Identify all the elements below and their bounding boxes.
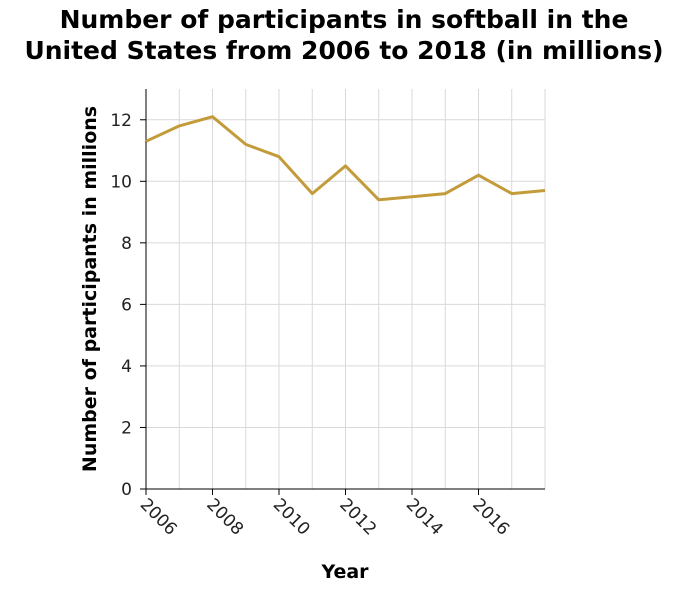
- y-axis-ticks: 0 2 4 6 8 10 12: [110, 111, 146, 500]
- y-axis-title: Number of participants in millions: [79, 106, 101, 472]
- y-tick-label: 2: [121, 418, 132, 438]
- x-axis-title: Year: [320, 561, 369, 583]
- x-tick-label: 2008: [202, 495, 247, 540]
- y-tick-label: 6: [121, 295, 132, 315]
- y-tick-label: 12: [110, 111, 132, 131]
- series-line: [145, 115, 546, 202]
- y-tick-label: 4: [121, 357, 132, 377]
- y-tick-label: 8: [121, 234, 132, 254]
- x-tick-label: 2010: [269, 495, 314, 540]
- chart-title: Number of participants in softball in th…: [0, 4, 688, 66]
- x-tick-label: 2014: [402, 495, 447, 540]
- series-group: [145, 115, 546, 202]
- x-tick-label: 2006: [136, 495, 181, 540]
- chart-title-line-1: Number of participants in softball in th…: [59, 5, 629, 34]
- x-axis-ticks: 2006 2008 2010 2012 2014 2016: [136, 489, 513, 540]
- x-tick-label: 2016: [468, 495, 513, 540]
- x-tick-label: 2012: [335, 495, 380, 540]
- y-tick-label: 10: [110, 172, 132, 192]
- chart-title-line-2: United States from 2006 to 2018 (in mill…: [24, 36, 664, 65]
- y-tick-label: 0: [121, 480, 132, 500]
